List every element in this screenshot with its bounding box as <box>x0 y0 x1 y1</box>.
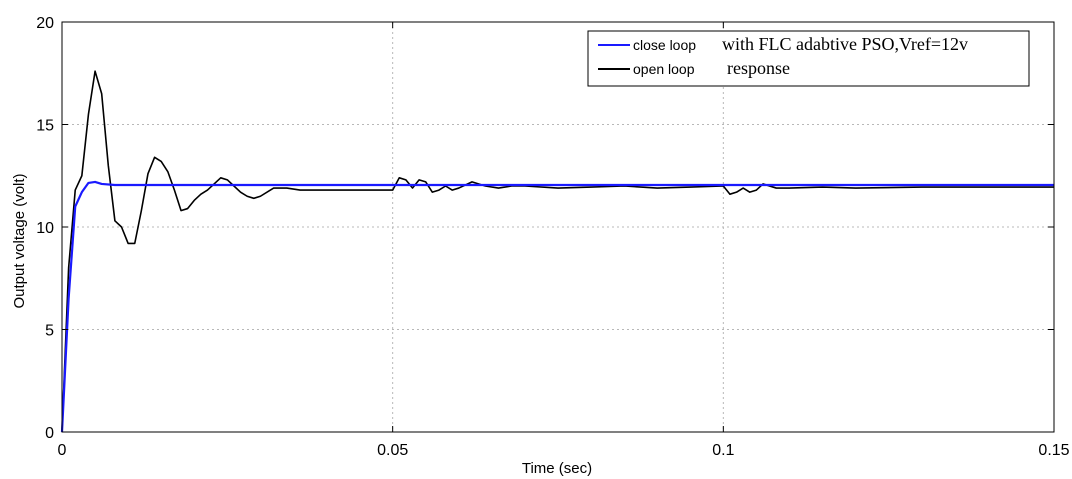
x-tick-label: 0.15 <box>1038 442 1069 459</box>
y-tick-label: 10 <box>36 220 54 237</box>
x-tick-label: 0 <box>58 442 67 459</box>
legend-annotation-close-loop: with FLC adabtive PSO,Vref=12v <box>722 34 968 54</box>
x-axis-label: Time (sec) <box>522 460 592 477</box>
legend-annotation-open-loop: response <box>727 58 790 78</box>
grid <box>62 22 1054 432</box>
x-tick-label: 0.1 <box>712 442 734 459</box>
y-tick-label: 5 <box>45 323 54 340</box>
series-line-open-loop <box>61 70 1054 433</box>
legend-box <box>587 30 1030 87</box>
y-tick-label: 15 <box>36 118 54 135</box>
legend-label-close-loop: close loop <box>633 37 696 53</box>
y-tick-label: 0 <box>45 425 54 442</box>
series-layer <box>60 70 1054 433</box>
tick-labels: 0 0.05 0.1 0.15 0 5 10 15 20 <box>36 15 1069 459</box>
series-line-close-loop <box>60 180 1054 433</box>
legend-label-open-loop: open loop <box>633 61 695 77</box>
ticks <box>61 21 1055 433</box>
y-axis-label: Output voltage (volt) <box>11 173 28 308</box>
y-tick-label: 20 <box>36 15 54 32</box>
legend: close loop with FLC adabtive PSO,Vref=12… <box>587 30 1030 87</box>
x-tick-label: 0.05 <box>377 442 408 459</box>
